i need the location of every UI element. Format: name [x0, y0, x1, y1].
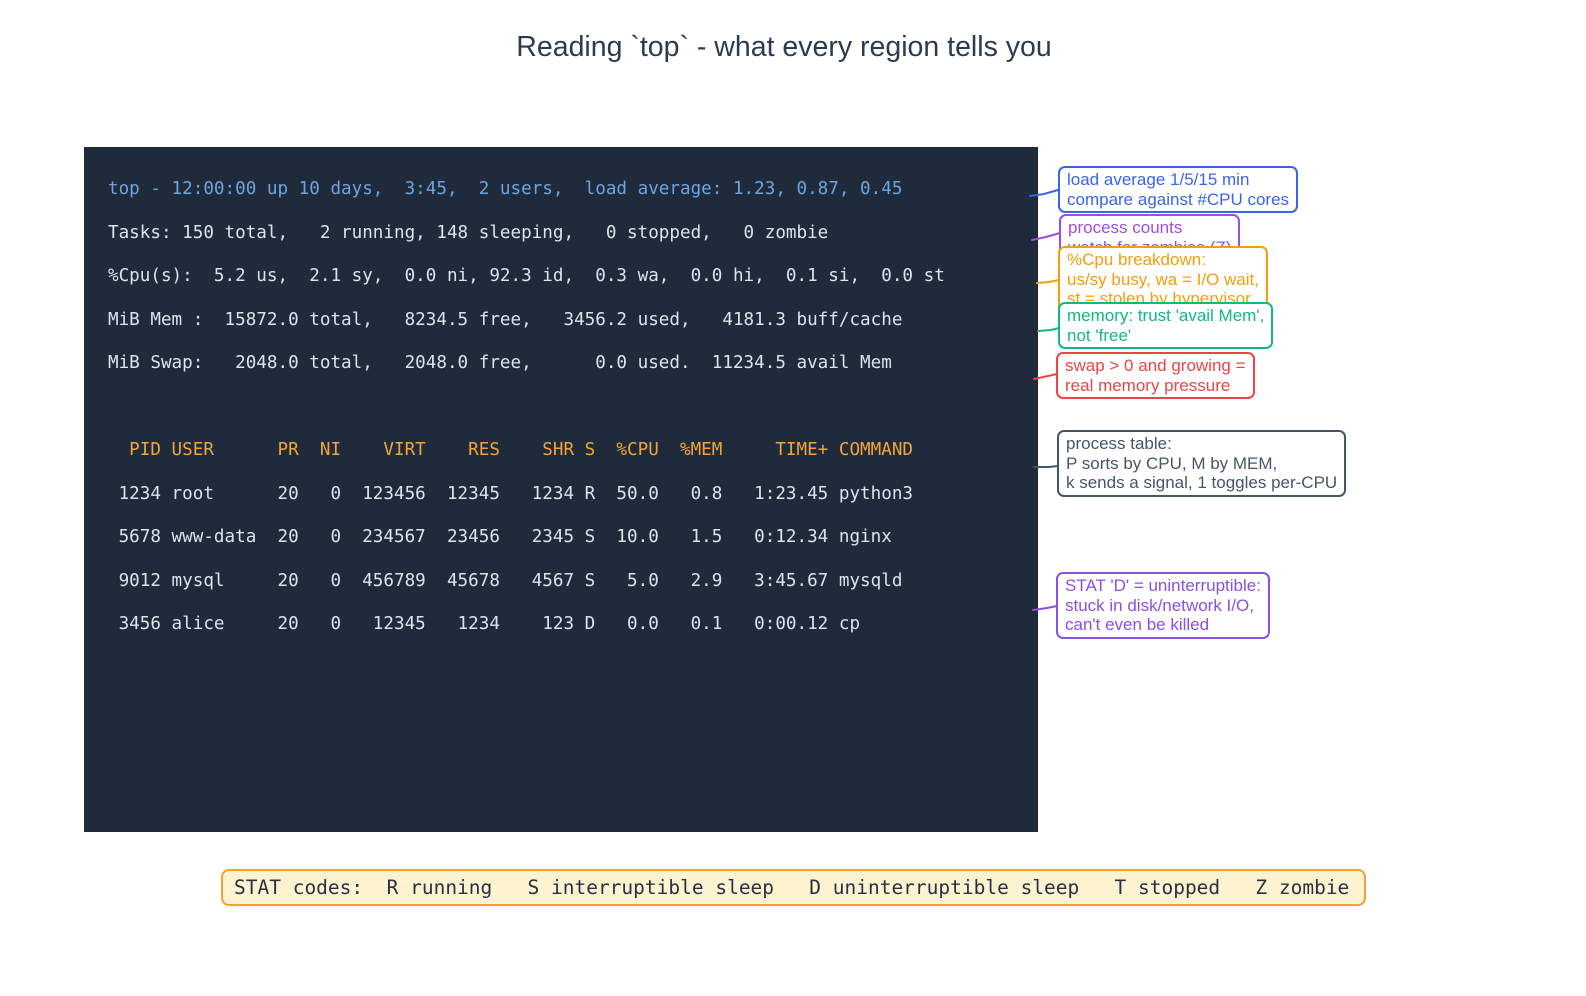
mem-line: MiB Mem : 15872.0 total, 8234.5 free, 34…: [108, 309, 903, 330]
page-title: Reading `top` - what every region tells …: [516, 31, 1052, 63]
callout-line: memory: trust 'avail Mem',: [1067, 306, 1265, 325]
callout-line: STAT 'D' = uninterruptible:: [1065, 576, 1261, 595]
callout-line: not 'free': [1067, 325, 1132, 345]
callout-line: load average 1/5/15 min: [1067, 170, 1250, 189]
connector-cpu-breakdown: [1036, 279, 1060, 284]
callout-line: compare against #CPU cores: [1067, 189, 1290, 209]
top-summary-line: top - 12:00:00 up 10 days, 3:45, 2 users…: [108, 179, 903, 199]
callout-memory: memory: trust 'avail Mem', not 'free': [1058, 302, 1274, 349]
process-row: 3456 alice 20 0 12345 1234 123 D 0.0 0.1…: [108, 614, 861, 634]
callout-line: swap > 0 and growing =: [1065, 356, 1246, 375]
callout-line: stuck in disk/network I/O,: [1065, 595, 1254, 615]
callout-process-table: process table: P sorts by CPU, M by MEM,…: [1057, 430, 1347, 497]
terminal-panel: top - 12:00:00 up 10 days, 3:45, 2 users…: [84, 147, 1038, 832]
callout-line: P sorts by CPU, M by MEM,: [1066, 453, 1278, 473]
connector-memory: [1037, 327, 1060, 332]
swap-line: MiB Swap: 2048.0 total, 2048.0 free, 0.0…: [108, 353, 892, 373]
callout-line: us/sy busy, wa = I/O wait,: [1067, 269, 1259, 289]
stat-codes-legend: STAT codes: R running S interruptible sl…: [221, 869, 1366, 906]
callout-line: real memory pressure: [1065, 375, 1231, 395]
process-row: 9012 mysql 20 0 456789 45678 4567 S 5.0 …: [108, 570, 903, 591]
process-table-header: PID USER PR NI VIRT RES SHR S %CPU %MEM …: [108, 440, 914, 460]
tasks-line: Tasks: 150 total, 2 running, 148 sleepin…: [108, 222, 829, 243]
process-row: 5678 www-data 20 0 234567 23456 2345 S 1…: [108, 527, 892, 547]
process-row: 1234 root 20 0 123456 12345 1234 R 50.0 …: [108, 483, 914, 504]
callout-line: %Cpu breakdown:: [1067, 250, 1206, 269]
callout-cpu-breakdown: %Cpu breakdown: us/sy busy, wa = I/O wai…: [1058, 246, 1268, 313]
callout-swap: swap > 0 and growing = real memory press…: [1056, 352, 1255, 399]
stat-codes-text: STAT codes: R running S interruptible sl…: [234, 876, 1350, 899]
callout-load-average: load average 1/5/15 min compare against …: [1058, 166, 1299, 213]
callout-line: process counts: [1068, 218, 1183, 237]
callout-line: k sends a signal, 1 toggles per-CPU: [1066, 473, 1338, 492]
callout-stat-d: STAT 'D' = uninterruptible: stuck in dis…: [1056, 572, 1270, 639]
cpu-line: %Cpu(s): 5.2 us, 2.1 sy, 0.0 ni, 92.3 id…: [108, 266, 945, 286]
blank-line: [108, 386, 945, 430]
callout-line: process table:: [1066, 434, 1172, 453]
terminal-output: top - 12:00:00 up 10 days, 3:45, 2 users…: [108, 168, 945, 647]
callout-line: can't even be killed: [1065, 615, 1210, 634]
